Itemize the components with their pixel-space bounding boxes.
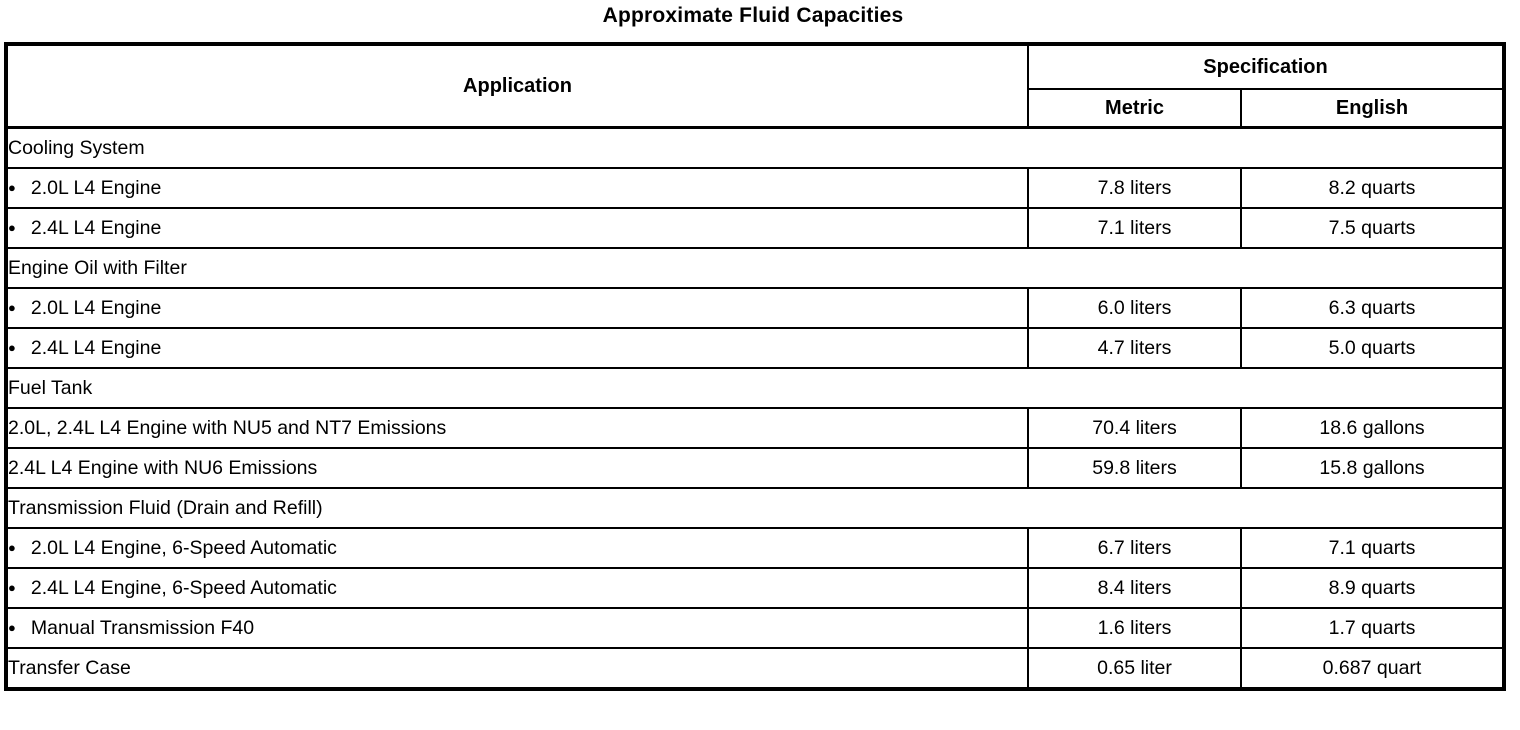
english-value-cell: 1.7 quarts [1239,607,1506,649]
metric-value-cell: 4.7 liters [1027,327,1242,369]
application-label: Manual Transmission F40 [30,616,255,639]
application-cell: ● 2.4L L4 Engine [5,327,1029,369]
metric-value-cell: 0.65 liter [1027,647,1242,690]
bullet-icon: ● [8,219,16,235]
page-title: Approximate Fluid Capacities [602,4,904,27]
item-row: ● 2.4L L4 Engine 7.1 liters 7.5 quarts [5,207,1506,249]
item-row: ● 2.4L L4 Engine 4.7 liters 5.0 quarts [5,327,1506,369]
bullet-icon: ● [8,619,16,635]
fluid-table-body: Cooling System ● 2.0L L4 Engine 7.8 liters 8… [4,126,1506,690]
application-cell: ● 2.4L L4 Engine [5,207,1029,249]
application-label: 2.4L L4 Engine [30,336,162,359]
application-label: 2.0L L4 Engine [30,176,162,199]
column-header-specification: Specification [1026,43,1506,90]
english-value-cell: 7.1 quarts [1239,527,1506,569]
table-header: Application Specification Metric English [5,43,1506,129]
bullet-icon: ● [8,539,16,555]
metric-value-cell: 6.7 liters [1027,527,1242,569]
section-label: Engine Oil with Filter [4,247,1506,289]
english-value-cell: 0.687 quart [1239,647,1506,690]
english-value-cell: 7.5 quarts [1239,207,1506,249]
application-cell: Transfer Case [5,647,1029,690]
item-row: Transfer Case 0.65 liter 0.687 quart [5,647,1506,690]
bullet-icon: ● [8,339,16,355]
application-cell: 2.4L L4 Engine with NU6 Emissions [5,447,1029,489]
item-row: ● Manual Transmission F40 1.6 liters 1.7 qu… [5,607,1506,649]
column-header-metric: Metric [1027,88,1242,129]
english-value-cell: 8.9 quarts [1239,567,1506,609]
english-value-cell: 5.0 quarts [1239,327,1506,369]
english-value-cell: 18.6 gallons [1239,407,1506,449]
metric-value-cell: 6.0 liters [1027,287,1242,329]
application-label: 2.4L L4 Engine [30,216,162,239]
item-row: ● 2.0L L4 Engine, 6-Speed Automatic 6.7 li… [5,527,1506,569]
section-row: Fuel Tank [4,367,1506,409]
application-label: Transfer Case [8,656,131,679]
metric-value-cell: 59.8 liters [1027,447,1242,489]
item-row: 2.0L, 2.4L L4 Engine with NU5 and NT7 Em… [5,407,1506,449]
application-cell: 2.0L, 2.4L L4 Engine with NU5 and NT7 Em… [5,407,1029,449]
application-cell: ● 2.0L L4 Engine [5,167,1029,209]
application-label: 2.0L, 2.4L L4 Engine with NU5 and NT7 Em… [8,416,447,439]
item-row: ● 2.0L L4 Engine 7.8 liters 8.2 quarts [5,167,1506,209]
item-row: ● 2.4L L4 Engine, 6-Speed Automatic 8.4 li… [5,567,1506,609]
metric-value-cell: 70.4 liters [1027,407,1242,449]
english-value-cell: 15.8 gallons [1239,447,1506,489]
metric-value-cell: 8.4 liters [1027,567,1242,609]
application-label: 2.4L L4 Engine with NU6 Emissions [8,456,318,479]
bullet-icon: ● [8,299,16,315]
application-cell: ● 2.0L L4 Engine [5,287,1029,329]
section-label: Fuel Tank [4,367,1506,409]
column-header-application: Application [5,43,1029,129]
application-cell: ● 2.4L L4 Engine, 6-Speed Automatic [5,567,1029,609]
metric-value-cell: 1.6 liters [1027,607,1242,649]
application-label: 2.0L L4 Engine [30,296,162,319]
fluid-capacities-table: Application Specification Metric English… [4,42,1507,691]
application-label: 2.4L L4 Engine, 6-Speed Automatic [30,576,337,599]
column-header-english: English [1239,88,1506,129]
bullet-icon: ● [8,579,16,595]
section-label: Transmission Fluid (Drain and Refill) [4,487,1506,529]
header-row-units: Metric English [6,88,1506,129]
header-row-top: Application Specification [5,43,1506,129]
metric-value-cell: 7.8 liters [1027,167,1242,209]
metric-value-cell: 7.1 liters [1027,207,1242,249]
item-row: ● 2.0L L4 Engine 6.0 liters 6.3 quarts [5,287,1506,329]
section-row: Engine Oil with Filter [4,247,1506,289]
section-row: Cooling System [4,126,1506,169]
application-label: 2.0L L4 Engine, 6-Speed Automatic [30,536,337,559]
english-value-cell: 6.3 quarts [1239,287,1506,329]
item-row: 2.4L L4 Engine with NU6 Emissions 59.8 li… [5,447,1506,489]
application-cell: ● 2.0L L4 Engine, 6-Speed Automatic [5,527,1029,569]
application-cell: ● Manual Transmission F40 [5,607,1029,649]
section-label: Cooling System [4,126,1506,169]
english-value-cell: 8.2 quarts [1239,167,1506,209]
bullet-icon: ● [8,179,16,195]
section-row: Transmission Fluid (Drain and Refill) [4,487,1506,529]
